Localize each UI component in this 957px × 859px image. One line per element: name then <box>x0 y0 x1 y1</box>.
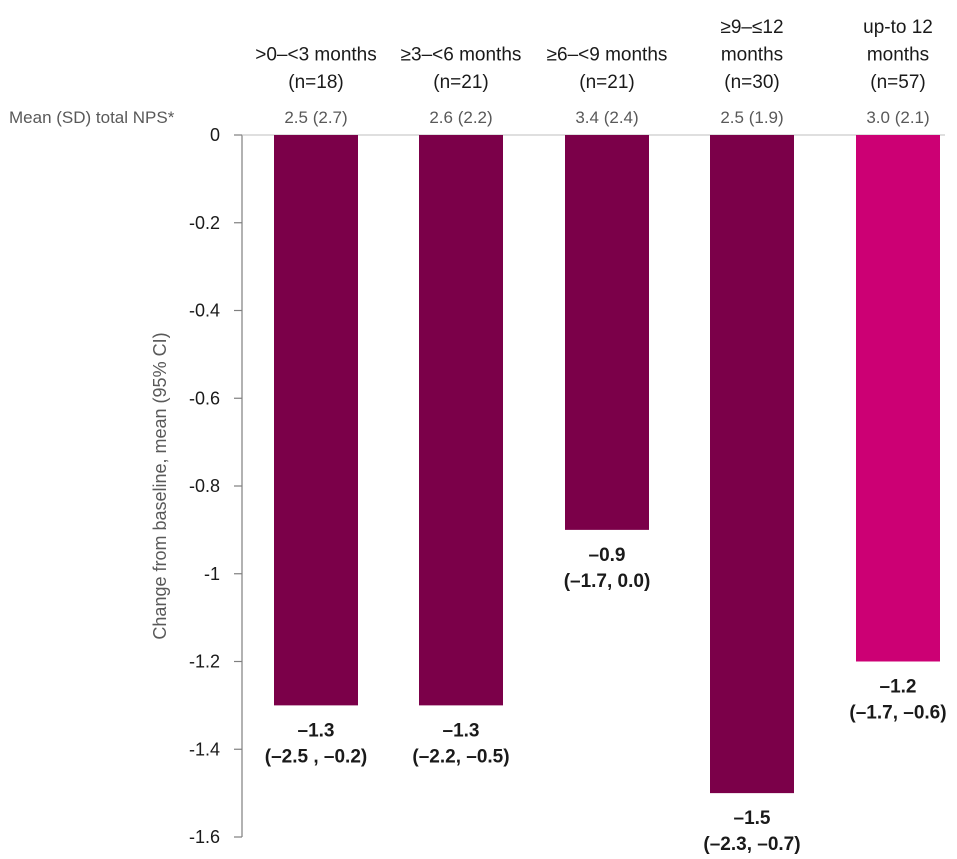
category-label: (n=21) <box>579 72 634 93</box>
y-tick-label: -0.2 <box>189 213 220 233</box>
y-tick-label: -1 <box>204 564 220 584</box>
labels: –1.3 (–2.5 , –0.2) 2.5 (2.7) >0–<3 months (n… <box>255 17 946 855</box>
y-tick-label: 0 <box>210 125 220 145</box>
bar-ci-label: (–2.2, –0.5) <box>412 746 509 767</box>
bar <box>419 135 503 706</box>
mean-sd-value: 2.6 (2.2) <box>429 108 492 127</box>
category-label: up-to 12 <box>863 17 933 38</box>
bar-value-label: –1.3 <box>298 720 335 741</box>
category-label: (n=30) <box>724 72 779 93</box>
bar-ci-label: (–1.7, –0.6) <box>849 703 946 724</box>
y-tick-label: -0.8 <box>189 476 220 496</box>
category-label: months <box>867 45 929 66</box>
bar <box>856 135 940 662</box>
category-label: (n=21) <box>433 72 488 93</box>
mean-sd-value: 2.5 (2.7) <box>284 108 347 127</box>
category-label: (n=57) <box>870 72 925 93</box>
bar-value-label: –1.5 <box>734 808 771 829</box>
bar-ci-label: (–2.5 , –0.2) <box>265 746 367 767</box>
category-label: months <box>721 45 783 66</box>
y-tick-label: -1.2 <box>189 652 220 672</box>
category-label: ≥6–<9 months <box>547 45 668 66</box>
y-tick-label: -0.4 <box>189 301 220 321</box>
category-label: ≥9–≤12 <box>720 17 783 38</box>
mean-sd-value: 3.4 (2.4) <box>575 108 638 127</box>
bars <box>274 135 940 794</box>
bar <box>274 135 358 706</box>
bar-value-label: –1.2 <box>880 677 917 698</box>
category-label: >0–<3 months <box>255 45 376 66</box>
y-tick-label: -1.4 <box>189 739 220 759</box>
y-axis-title: Change from baseline, mean (95% CI) <box>150 332 170 639</box>
bar <box>710 135 794 794</box>
bar-value-label: –1.3 <box>443 720 480 741</box>
y-tick-label: -0.6 <box>189 388 220 408</box>
bar-ci-label: (–2.3, –0.7) <box>703 834 800 855</box>
category-label: (n=18) <box>288 72 343 93</box>
mean-sd-value: 2.5 (1.9) <box>720 108 783 127</box>
y-tick-label: -1.6 <box>189 827 220 847</box>
bar-value-label: –0.9 <box>589 545 626 566</box>
bar <box>565 135 649 530</box>
y-axis: 0 -0.2 -0.4 -0.6 -0.8 -1 -1.2 -1.4 -1.6 <box>189 125 945 847</box>
bar-ci-label: (–1.7, 0.0) <box>564 571 651 592</box>
category-label: ≥3–<6 months <box>401 45 522 66</box>
mean-sd-value: 3.0 (2.1) <box>866 108 929 127</box>
mean-sd-row-label: Mean (SD) total NPS* <box>9 108 175 127</box>
